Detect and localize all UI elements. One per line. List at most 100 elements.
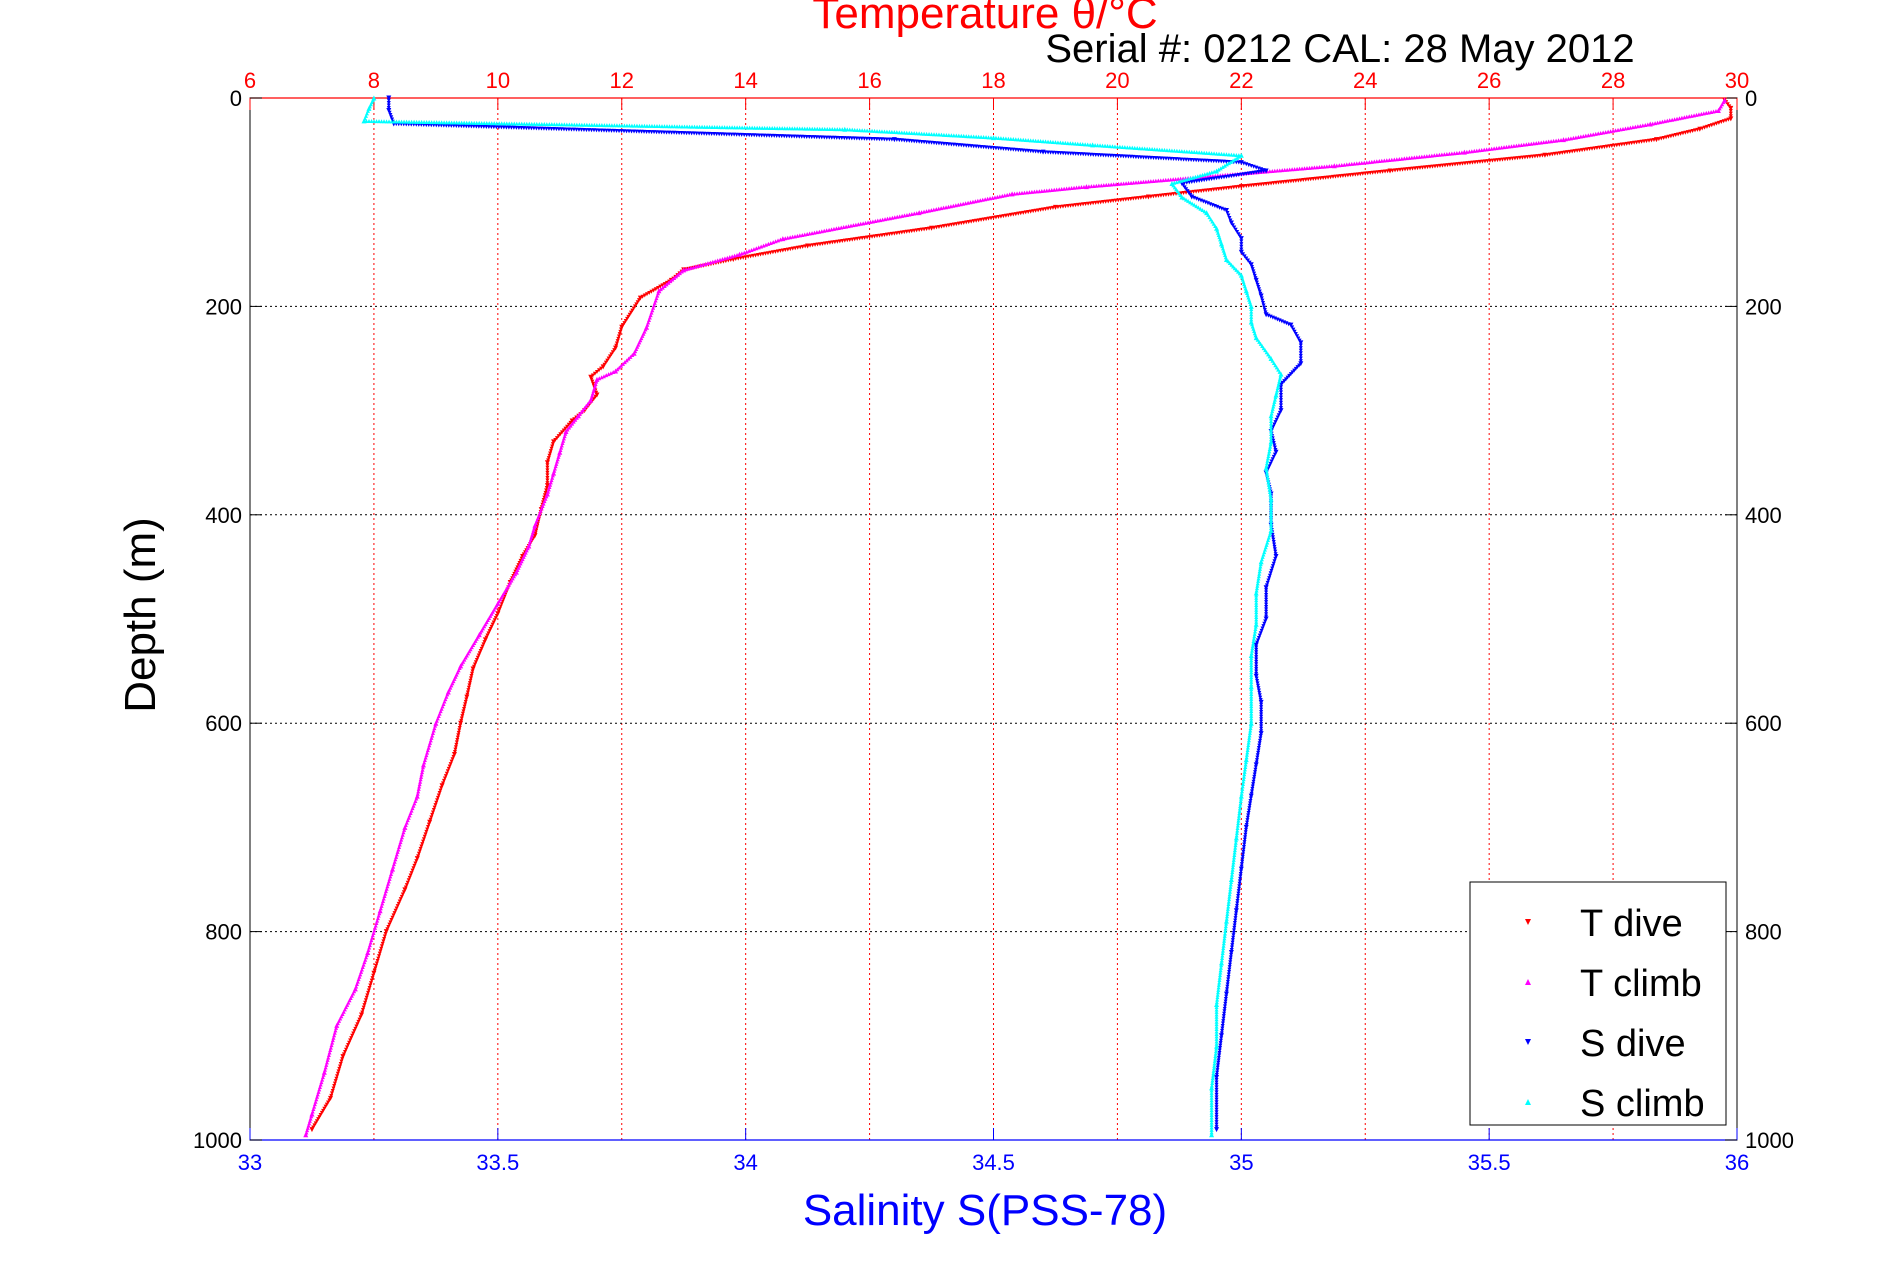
data-point	[600, 364, 606, 370]
data-point	[375, 959, 380, 964]
data-point	[1243, 824, 1249, 830]
data-point	[1687, 114, 1692, 119]
data-point	[1258, 293, 1264, 299]
data-point	[885, 216, 890, 221]
data-point	[637, 298, 642, 303]
data-point	[1269, 426, 1274, 431]
data-point	[1263, 619, 1268, 624]
data-point	[439, 120, 444, 125]
data-point	[1233, 835, 1239, 841]
data-point	[1214, 1002, 1220, 1008]
data-point	[1684, 114, 1689, 119]
data-point	[649, 289, 654, 294]
data-point	[703, 261, 708, 266]
data-point	[452, 120, 457, 125]
data-point	[442, 776, 447, 781]
data-point	[1271, 540, 1276, 545]
data-point	[1107, 144, 1112, 149]
data-point	[807, 231, 812, 236]
data-point	[1029, 189, 1034, 194]
data-point	[924, 131, 929, 136]
data-point	[1266, 482, 1271, 487]
data-point	[468, 678, 473, 683]
data-point	[1214, 1087, 1219, 1092]
data-point	[1259, 707, 1264, 712]
data-point	[1364, 160, 1369, 165]
data-point	[1223, 997, 1228, 1002]
data-point	[1728, 111, 1733, 116]
data-point	[1271, 561, 1276, 566]
data-point	[1266, 578, 1271, 583]
data-point	[1212, 169, 1217, 174]
data-point	[629, 310, 634, 315]
data-point	[327, 1050, 332, 1055]
data-point	[373, 966, 378, 971]
data-point	[584, 404, 589, 409]
data-point	[1254, 598, 1259, 603]
data-point	[1070, 141, 1075, 146]
data-point	[1414, 155, 1419, 160]
data-point	[1278, 390, 1283, 395]
data-point	[1214, 1074, 1220, 1080]
data-point	[592, 122, 597, 127]
data-point	[633, 304, 638, 309]
data-point	[1033, 138, 1038, 143]
data-point	[644, 292, 649, 297]
data-point	[606, 356, 611, 361]
data-point	[710, 259, 715, 264]
data-point	[551, 470, 557, 476]
data-point	[1222, 163, 1227, 168]
data-point	[460, 711, 465, 716]
data-point	[862, 128, 867, 133]
data-point	[954, 133, 959, 138]
data-point	[568, 423, 573, 428]
data-point	[382, 934, 387, 939]
data-point	[690, 124, 695, 129]
data-point	[339, 1059, 344, 1064]
data-point	[1502, 145, 1507, 150]
data-point	[1257, 289, 1262, 294]
data-point	[722, 256, 727, 261]
data-point	[662, 124, 667, 129]
data-point	[550, 442, 555, 447]
data-point	[624, 358, 629, 363]
data-point	[1232, 850, 1237, 855]
data-point	[1231, 935, 1236, 940]
data-point	[1225, 982, 1230, 987]
data-point	[392, 119, 397, 124]
data-point	[1293, 332, 1298, 337]
data-point	[1226, 152, 1231, 157]
data-point	[554, 122, 559, 127]
data-point	[550, 444, 555, 449]
data-point	[1214, 1036, 1219, 1041]
data-point	[1219, 151, 1224, 156]
data-point	[1248, 319, 1254, 325]
data-point	[622, 360, 627, 365]
data-point	[1235, 229, 1240, 234]
data-point	[1238, 272, 1244, 278]
data-point	[1050, 139, 1055, 144]
data-point	[392, 911, 397, 916]
data-point	[326, 1052, 331, 1057]
data-point	[1207, 170, 1212, 175]
data-point	[1250, 648, 1255, 653]
data-point	[1219, 241, 1225, 247]
data-point	[572, 122, 577, 127]
data-point	[522, 121, 527, 126]
data-point	[1237, 806, 1242, 811]
data-point	[1096, 183, 1101, 188]
data-point	[1256, 750, 1261, 755]
data-point	[1221, 1014, 1226, 1019]
data-point	[1209, 1115, 1214, 1120]
data-point	[1264, 588, 1269, 593]
data-point	[1583, 133, 1588, 138]
data-point	[1046, 139, 1051, 144]
data-point	[1231, 264, 1236, 269]
data-point	[831, 226, 836, 231]
data-point	[1189, 149, 1194, 154]
data-point	[343, 1050, 348, 1055]
data-point	[414, 856, 420, 862]
data-point	[474, 658, 479, 663]
data-point	[1638, 123, 1643, 128]
data-point	[1232, 855, 1237, 860]
